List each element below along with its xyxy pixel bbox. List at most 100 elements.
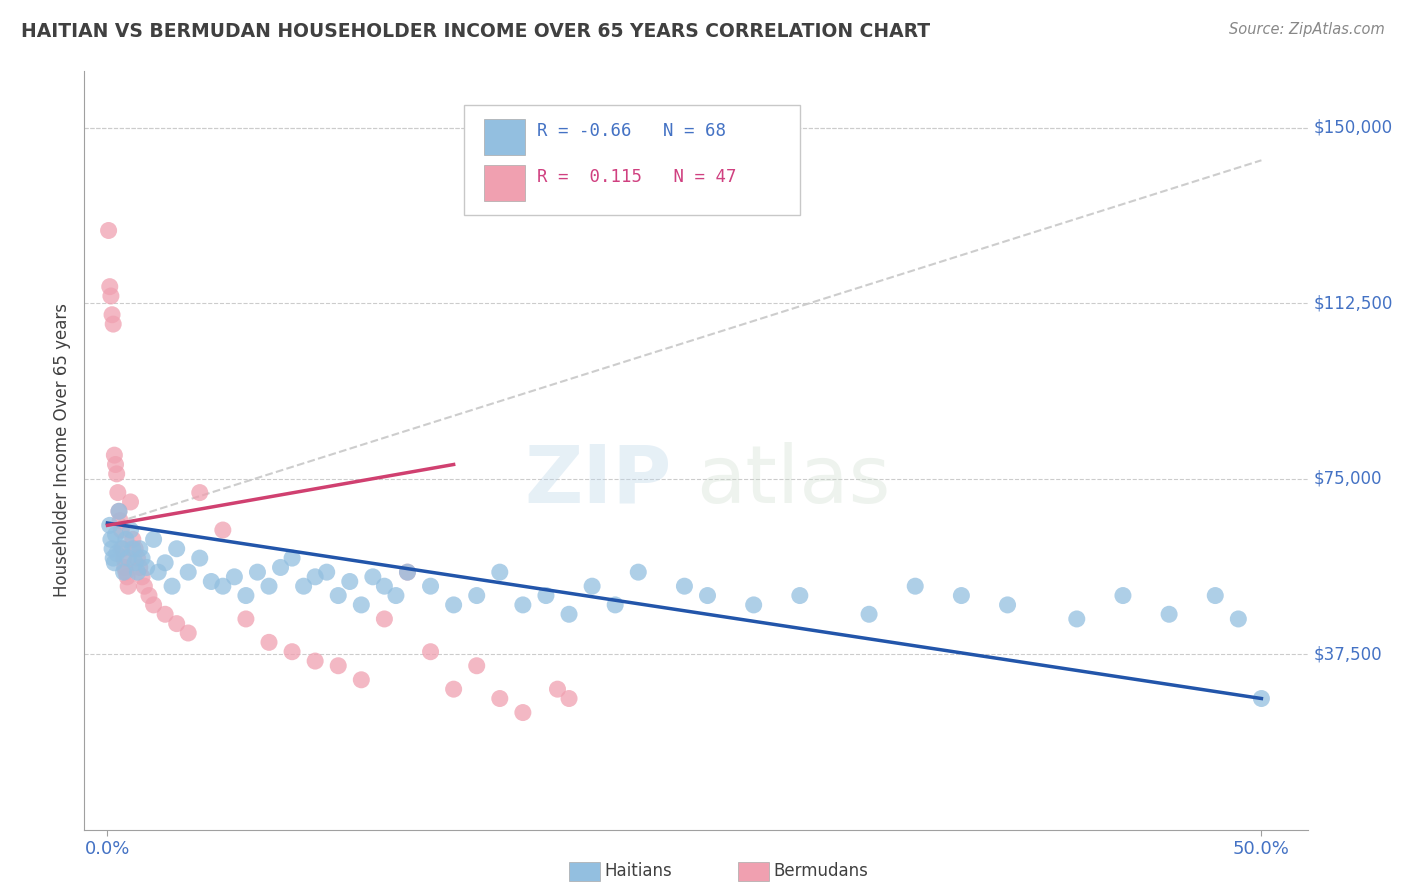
- Point: [188, 551, 211, 566]
- Point: [110, 523, 132, 537]
- Point: [128, 560, 150, 574]
- Point: [101, 541, 124, 556]
- Point: [558, 691, 581, 706]
- Bar: [484, 165, 524, 202]
- Point: [188, 485, 211, 500]
- Point: [211, 523, 233, 537]
- Point: [97, 223, 120, 237]
- Point: [108, 504, 131, 518]
- Y-axis label: Householder Income Over 65 years: Householder Income Over 65 years: [53, 303, 72, 598]
- Point: [339, 574, 361, 589]
- Point: [789, 589, 811, 603]
- Point: [131, 551, 153, 566]
- Point: [1066, 612, 1088, 626]
- Point: [292, 579, 315, 593]
- Text: atlas: atlas: [696, 442, 890, 520]
- Text: HAITIAN VS BERMUDAN HOUSEHOLDER INCOME OVER 65 YEARS CORRELATION CHART: HAITIAN VS BERMUDAN HOUSEHOLDER INCOME O…: [21, 22, 931, 41]
- Point: [103, 448, 125, 462]
- Text: R =  0.115   N = 47: R = 0.115 N = 47: [537, 168, 737, 186]
- Point: [361, 570, 384, 584]
- Point: [673, 579, 696, 593]
- Point: [281, 645, 304, 659]
- Point: [124, 541, 146, 556]
- Point: [124, 556, 146, 570]
- Point: [108, 514, 131, 528]
- Point: [235, 612, 257, 626]
- Point: [534, 589, 557, 603]
- Point: [114, 560, 136, 574]
- Point: [547, 682, 569, 697]
- Point: [443, 598, 465, 612]
- Point: [127, 551, 149, 566]
- Text: $150,000: $150,000: [1313, 119, 1393, 136]
- Point: [246, 565, 269, 579]
- Text: Bermudans: Bermudans: [773, 863, 868, 880]
- Point: [373, 612, 395, 626]
- Point: [100, 533, 122, 547]
- Point: [117, 551, 139, 566]
- Point: [105, 546, 128, 560]
- Point: [104, 458, 127, 472]
- Point: [127, 565, 149, 579]
- Point: [1159, 607, 1181, 622]
- Point: [950, 589, 973, 603]
- Point: [373, 579, 395, 593]
- Point: [115, 533, 138, 547]
- Point: [281, 551, 304, 566]
- Point: [148, 565, 170, 579]
- Point: [328, 589, 350, 603]
- Point: [98, 279, 121, 293]
- Point: [107, 485, 129, 500]
- Point: [350, 673, 373, 687]
- Point: [558, 607, 581, 622]
- Point: [131, 570, 153, 584]
- Point: [396, 565, 419, 579]
- Text: R = -0.66   N = 68: R = -0.66 N = 68: [537, 122, 725, 140]
- Point: [104, 527, 127, 541]
- Point: [110, 541, 132, 556]
- Point: [120, 495, 142, 509]
- Point: [128, 541, 150, 556]
- Point: [1227, 612, 1250, 626]
- Point: [211, 579, 233, 593]
- Point: [142, 598, 165, 612]
- Point: [396, 565, 419, 579]
- Point: [1112, 589, 1135, 603]
- Point: [200, 574, 222, 589]
- Point: [108, 504, 131, 518]
- Point: [177, 565, 200, 579]
- Point: [385, 589, 408, 603]
- Point: [696, 589, 718, 603]
- Point: [581, 579, 603, 593]
- Point: [350, 598, 373, 612]
- Point: [115, 565, 138, 579]
- Point: [465, 589, 488, 603]
- Point: [121, 541, 143, 556]
- Point: [315, 565, 337, 579]
- Point: [1250, 691, 1272, 706]
- Text: Haitians: Haitians: [605, 863, 672, 880]
- Point: [465, 658, 488, 673]
- Point: [304, 570, 326, 584]
- Text: Source: ZipAtlas.com: Source: ZipAtlas.com: [1229, 22, 1385, 37]
- Point: [142, 533, 165, 547]
- Point: [134, 579, 156, 593]
- Point: [257, 635, 280, 649]
- Point: [105, 467, 128, 481]
- Point: [101, 308, 124, 322]
- Point: [742, 598, 765, 612]
- Point: [112, 565, 135, 579]
- Point: [512, 598, 534, 612]
- Point: [135, 560, 157, 574]
- Point: [166, 616, 188, 631]
- Text: $75,000: $75,000: [1313, 469, 1382, 488]
- Text: $37,500: $37,500: [1313, 645, 1382, 663]
- Point: [112, 551, 135, 566]
- Point: [153, 607, 176, 622]
- Text: $112,500: $112,500: [1313, 294, 1393, 312]
- Point: [115, 570, 138, 584]
- Point: [605, 598, 627, 612]
- Point: [235, 589, 257, 603]
- Point: [419, 645, 441, 659]
- Point: [138, 589, 160, 603]
